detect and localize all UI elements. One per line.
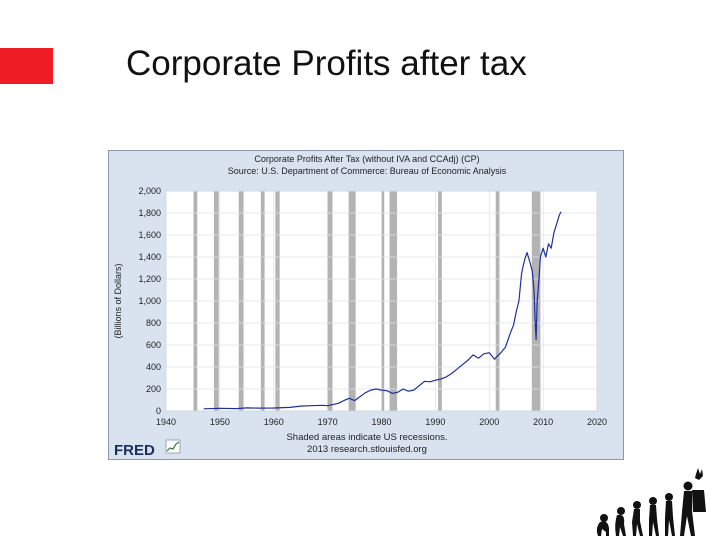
slide-title: Corporate Profits after tax — [126, 44, 527, 83]
fred-logo: FRED — [114, 439, 181, 459]
fred-logo-text: FRED — [114, 442, 155, 459]
x-tick-label: 1960 — [264, 417, 284, 427]
x-tick-label: 2020 — [587, 417, 607, 427]
source-url-note: 2013 research.stlouisfed.org — [307, 444, 427, 455]
axis-tick-labels: 0 200 400 600 800 1,000 1,200 1,400 1,600 1,800 2,… — [138, 186, 607, 427]
title-accent-bar — [0, 48, 53, 84]
y-tick-label: 1,400 — [138, 252, 161, 262]
chart-title: Corporate Profits After Tax (without IVA… — [254, 154, 479, 164]
profits-series-line — [203, 211, 562, 410]
y-tick-label: 2,000 — [138, 186, 161, 196]
x-tick-label: 1950 — [210, 417, 230, 427]
chart-subtitle: Source: U.S. Department of Commerce: Bur… — [228, 166, 507, 176]
x-tick-label: 1990 — [425, 417, 445, 427]
y-tick-label: 600 — [146, 340, 161, 350]
chart-canvas: Corporate Profits After Tax (without IVA… — [113, 154, 607, 459]
fred-chart: Corporate Profits After Tax (without IVA… — [108, 150, 624, 460]
gridlines — [165, 190, 598, 412]
human-evolution-icon — [596, 468, 706, 536]
x-tick-label: 1980 — [371, 417, 391, 427]
x-tick-label: 2010 — [533, 417, 553, 427]
y-tick-label: 1,600 — [138, 230, 161, 240]
y-tick-label: 0 — [156, 406, 161, 416]
y-axis-label: (Billions of Dollars) — [113, 263, 123, 338]
mini-line-chart-icon — [165, 439, 181, 454]
recession-note: Shaded areas indicate US recessions. — [286, 432, 447, 443]
x-tick-label: 1970 — [318, 417, 338, 427]
y-tick-label: 800 — [146, 318, 161, 328]
y-tick-label: 400 — [146, 362, 161, 372]
x-tick-label: 2000 — [479, 417, 499, 427]
y-tick-label: 1,800 — [138, 208, 161, 218]
y-tick-label: 1,200 — [138, 274, 161, 284]
x-tick-label: 1940 — [156, 417, 176, 427]
y-tick-label: 200 — [146, 384, 161, 394]
series-layer — [203, 211, 562, 410]
y-tick-label: 1,000 — [138, 296, 161, 306]
